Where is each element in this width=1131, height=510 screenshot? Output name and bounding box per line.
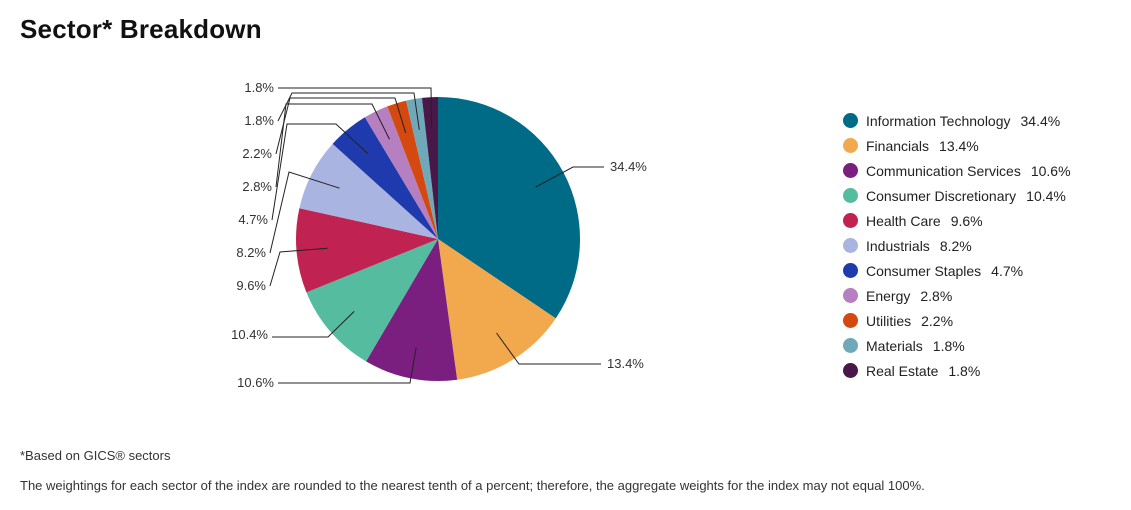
leader-line-real-estate <box>278 87 433 129</box>
legend-swatch <box>843 288 858 303</box>
legend-value: 8.2% <box>939 237 972 254</box>
callout-label-health-care: 9.6% <box>236 278 266 293</box>
legend-item-real-estate: Real Estate 1.8% <box>843 358 1071 383</box>
disclaimer: The weightings for each sector of the in… <box>20 478 925 493</box>
legend-label: Industrials <box>866 237 930 254</box>
legend-item-industrials: Industrials 8.2% <box>843 233 1071 258</box>
callout-label-consumer-staples: 4.7% <box>238 212 268 227</box>
legend-item-utilities: Utilities 2.2% <box>843 308 1071 333</box>
pie-slice-information-technology <box>438 97 580 319</box>
legend-swatch <box>843 113 858 128</box>
leader-line-consumer-discretionary <box>272 311 355 338</box>
callout-label-communication-services: 10.6% <box>237 375 274 390</box>
legend-swatch <box>843 138 858 153</box>
legend-label: Materials <box>866 337 923 354</box>
footnote: *Based on GICS® sectors <box>20 448 171 463</box>
leader-line-information-technology <box>535 166 604 188</box>
legend-item-health-care: Health Care 9.6% <box>843 208 1071 233</box>
legend-item-energy: Energy 2.8% <box>843 283 1071 308</box>
legend: Information Technology 34.4% Financials 13.… <box>843 108 1071 383</box>
legend-swatch <box>843 238 858 253</box>
pie-slice-materials <box>406 97 438 239</box>
legend-swatch <box>843 188 858 203</box>
legend-swatch <box>843 163 858 178</box>
legend-label: Energy <box>866 287 911 304</box>
legend-item-materials: Materials 1.8% <box>843 333 1071 358</box>
callout-label-information-technology: 34.4% <box>610 159 647 174</box>
callout-leader-lines <box>269 87 604 384</box>
pie-slice-financials <box>438 239 556 380</box>
legend-value: 4.7% <box>991 262 1024 279</box>
legend-value: 1.8% <box>932 337 965 354</box>
legend-value: 10.4% <box>1026 187 1066 204</box>
legend-item-consumer-staples: Consumer Staples 4.7% <box>843 258 1071 283</box>
leader-line-consumer-staples <box>271 123 368 221</box>
legend-value: 10.6% <box>1030 162 1071 179</box>
pie-slice-consumer-staples <box>332 117 438 239</box>
legend-label: Information Technology <box>866 112 1011 129</box>
legend-item-information-technology: Information Technology 34.4% <box>843 108 1071 133</box>
pie-slice-real-estate <box>421 97 438 239</box>
legend-label: Health Care <box>866 212 941 229</box>
leader-line-utilities <box>275 97 407 155</box>
leader-line-communication-services <box>278 347 417 384</box>
leader-line-health-care <box>269 247 328 287</box>
pie-slice-consumer-discretionary <box>306 239 438 362</box>
callout-label-financials: 13.4% <box>607 356 644 371</box>
pie-chart: 34.4% 13.4% 10.6% 10.4% 9.6% 8.2% 4.7% 2.8% 2.2%… <box>231 80 647 390</box>
pie-slice-health-care <box>296 208 438 293</box>
pie-slice-communication-services <box>366 239 458 381</box>
pie-slice-industrials <box>299 143 438 239</box>
legend-item-consumer-discretionary: Consumer Discretionary 10.4% <box>843 183 1071 208</box>
legend-swatch <box>843 263 858 278</box>
legend-label: Real Estate <box>866 362 939 379</box>
legend-label: Utilities <box>866 312 912 329</box>
callout-label-industrials: 8.2% <box>236 245 266 260</box>
callout-label-consumer-discretionary: 10.4% <box>231 327 268 342</box>
callout-label-utilities: 2.2% <box>242 146 272 161</box>
pie-slice-utilities <box>387 100 438 240</box>
legend-swatch <box>843 338 858 353</box>
legend-swatch <box>843 363 858 378</box>
legend-label: Consumer Discretionary <box>866 187 1017 204</box>
legend-swatch <box>843 213 858 228</box>
leader-line-materials <box>277 92 420 130</box>
pie-slices <box>296 97 580 381</box>
callout-label-energy: 2.8% <box>242 179 272 194</box>
pie-slice-energy <box>364 106 438 239</box>
legend-label: Communication Services <box>866 162 1021 179</box>
legend-value: 2.2% <box>921 312 954 329</box>
legend-value: 34.4% <box>1020 112 1061 129</box>
legend-item-financials: Financials 13.4% <box>843 133 1071 158</box>
callout-label-materials: 1.8% <box>244 113 274 128</box>
legend-value: 9.6% <box>950 212 983 229</box>
legend-label: Financials <box>866 137 930 154</box>
legend-swatch <box>843 313 858 328</box>
legend-value: 13.4% <box>939 137 979 154</box>
leader-line-energy <box>275 103 390 188</box>
leader-line-industrials <box>269 171 340 254</box>
leader-line-financials <box>496 332 601 365</box>
callout-label-real-estate: 1.8% <box>244 80 274 95</box>
chart-title: Sector* Breakdown <box>20 14 262 44</box>
legend-value: 2.8% <box>920 287 953 304</box>
legend-item-communication-services: Communication Services 10.6% <box>843 158 1071 183</box>
legend-label: Consumer Staples <box>866 262 982 279</box>
callout-labels: 34.4% 13.4% 10.6% 10.4% 9.6% 8.2% 4.7% 2.8% 2.2%… <box>231 80 647 390</box>
legend-value: 1.8% <box>948 362 981 379</box>
